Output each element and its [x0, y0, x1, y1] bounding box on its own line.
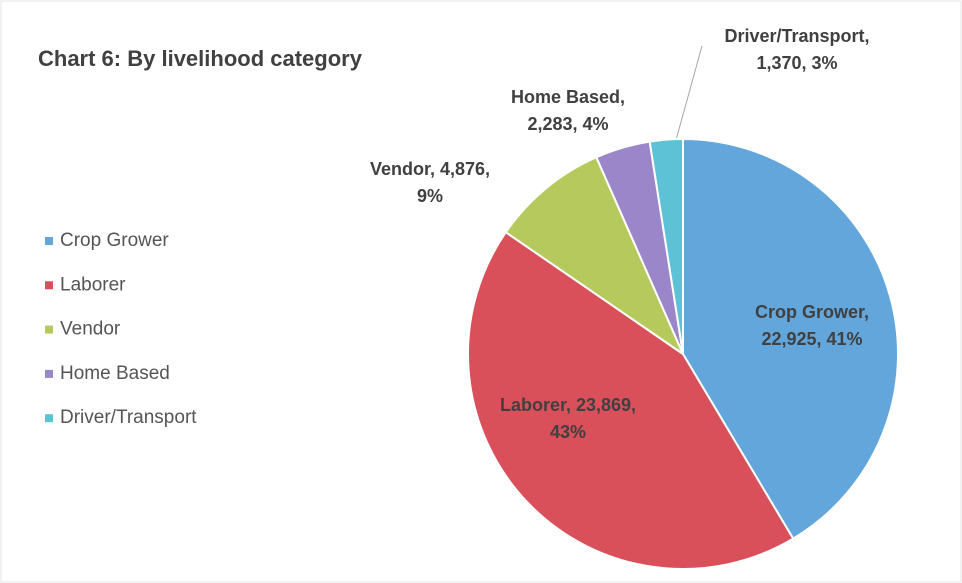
legend-label: Vendor	[60, 319, 121, 340]
data-label: Crop Grower,	[755, 302, 869, 322]
legend-swatch	[45, 281, 53, 290]
legend-swatch	[45, 237, 53, 245]
pie-slice	[467, 230, 795, 570]
data-label: 2,283, 4%	[527, 114, 608, 134]
pie-slice	[648, 137, 684, 355]
legend-label: Crop Grower	[60, 230, 169, 251]
data-label: 43%	[550, 422, 586, 442]
chart-title: Chart 6: By livelihood category	[38, 46, 363, 71]
legend-label: Home Based	[60, 363, 170, 384]
legend-swatch	[45, 414, 53, 423]
legend-label: Driver/Transport	[60, 407, 197, 428]
leader-line	[675, 45, 703, 141]
data-label: 9%	[417, 186, 443, 206]
pie-slice	[682, 137, 899, 541]
legend-swatch	[45, 325, 53, 334]
data-label: Driver/Transport,	[724, 26, 869, 46]
data-label: 1,370, 3%	[756, 53, 837, 73]
data-label: Home Based,	[511, 87, 625, 107]
data-label: 22,925, 41%	[761, 329, 862, 349]
pie-slice	[504, 155, 686, 357]
legend-swatch	[45, 369, 53, 378]
legend-label: Laborer	[60, 274, 126, 295]
data-label: Laborer, 23,869,	[500, 395, 636, 415]
data-label: Vendor, 4,876,	[370, 159, 490, 179]
